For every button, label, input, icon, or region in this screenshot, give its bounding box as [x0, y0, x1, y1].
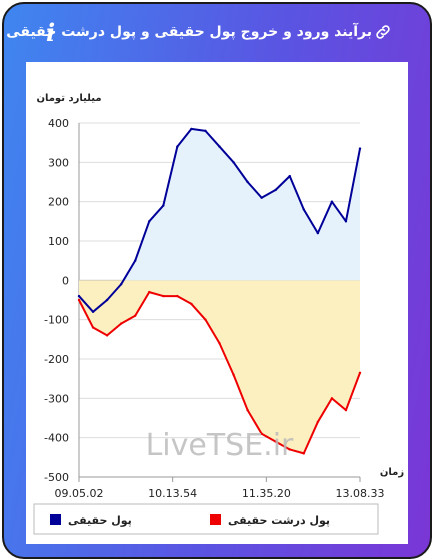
y-tick-label: 300 [48, 156, 69, 169]
legend-box [33, 503, 379, 535]
data-point [288, 174, 291, 178]
y-tick-label: -400 [44, 432, 69, 445]
data-point [330, 200, 334, 203]
watermark: LiveTSE.ir [146, 428, 294, 463]
data-point [344, 408, 348, 412]
y-tick-label: -200 [44, 353, 69, 366]
data-point [288, 448, 291, 451]
data-point [246, 180, 249, 184]
x-tick-label: 09.05.02 [55, 487, 104, 500]
data-point [134, 259, 137, 262]
data-point [358, 371, 362, 374]
data-point [91, 310, 95, 313]
data-point [218, 342, 221, 345]
data-point [176, 145, 179, 148]
data-point [316, 420, 320, 424]
data-point [204, 129, 207, 133]
data-point [246, 408, 249, 412]
data-point [190, 302, 193, 306]
x-tick-label: 11.35.20 [242, 487, 291, 500]
chart-svg: 400 300 200 100 0 -100 -200 -300 -400 -500 09.05.0… [33, 93, 404, 535]
data-point [274, 440, 277, 443]
data-point [260, 432, 263, 435]
data-point [148, 290, 151, 294]
chart-panel: 400 300 200 100 0 -100 -200 -300 -400 -500 09.05.0… [26, 62, 408, 544]
y-tick-label: 400 [48, 117, 69, 130]
legend-label: پول حقیقی [68, 514, 132, 527]
data-point [302, 208, 305, 211]
legend-swatch [50, 514, 61, 525]
y-tick-label: -500 [44, 471, 69, 484]
series-area-1 [79, 280, 360, 454]
data-point [274, 188, 277, 192]
data-point [119, 283, 123, 286]
data-point [344, 220, 348, 223]
card-header: i برآیند ورود و خروج پول حقیقی و پول درش… [4, 4, 430, 64]
data-point [330, 397, 334, 400]
x-axis-title: زمان [380, 467, 404, 478]
data-point [190, 127, 193, 131]
info-icon[interactable]: i [46, 18, 56, 47]
legend-label: پول درشت حقیقی [228, 514, 330, 527]
data-point [232, 373, 235, 376]
y-tick-label: -300 [44, 392, 69, 405]
data-point [77, 298, 81, 302]
x-tick-label: 13.08.33 [336, 487, 385, 500]
data-point [218, 145, 221, 148]
data-point [260, 196, 263, 199]
data-point [232, 161, 235, 164]
data-point [77, 294, 81, 298]
data-point [119, 322, 123, 325]
data-point [105, 334, 109, 337]
data-point [134, 314, 137, 317]
data-point [162, 204, 165, 207]
y-tick-label: 0 [62, 274, 69, 287]
series-area-0 [79, 128, 360, 312]
chart-title: برآیند ورود و خروج پول حقیقی و پول درشت … [4, 24, 372, 40]
data-point [302, 452, 305, 455]
data-point [148, 220, 151, 223]
data-point [105, 298, 109, 302]
y-axis-title: میلیارد تومان [36, 93, 101, 104]
legend-swatch [210, 514, 221, 525]
data-point [176, 294, 179, 298]
y-tick-label: 200 [48, 196, 69, 209]
data-point [162, 294, 165, 298]
data-point [91, 326, 95, 329]
data-point [204, 318, 207, 321]
link-icon[interactable] [374, 23, 392, 41]
data-point [358, 147, 362, 150]
data-point [316, 231, 320, 235]
y-tick-label: 100 [48, 235, 69, 248]
y-tick-label: -100 [44, 314, 69, 327]
x-tick-label: 10.13.54 [148, 487, 197, 500]
